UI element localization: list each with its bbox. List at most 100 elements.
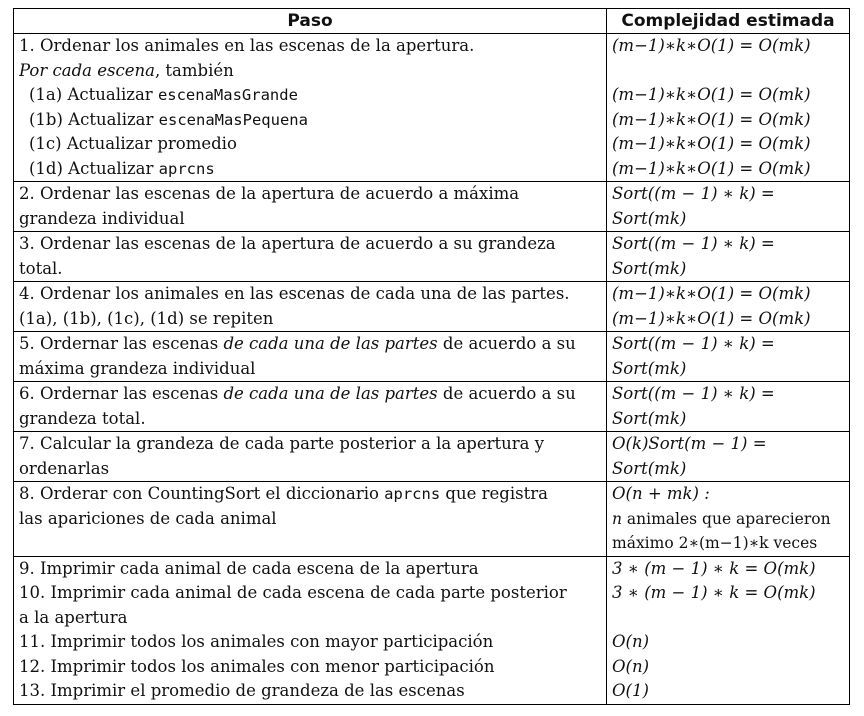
- italic-text: n: [612, 509, 622, 528]
- complexity-text: O(n): [612, 656, 650, 676]
- empty-line: [612, 59, 844, 84]
- step-text: 13. Imprimir el promedio de grandeza de …: [19, 681, 465, 700]
- complexity-text: (m−1)∗k∗O(1) = O(mk): [612, 134, 811, 153]
- table-row: 6. Ordernar las escenas de cada una de l…: [13, 381, 850, 432]
- table-row: 4. Ordenar los animales en las escenas d…: [13, 281, 850, 332]
- complexity-cell: (m−1)∗k∗O(1) = O(mk) (m−1)∗k∗O(1) = O(mk…: [606, 33, 850, 182]
- step-text: 7. Calcular la grandeza de cada parte po…: [19, 434, 545, 453]
- text: (1d) Actualizar: [29, 158, 159, 178]
- table-row: 7. Calcular la grandeza de cada parte po…: [13, 431, 850, 482]
- step-text: grandeza individual: [19, 208, 185, 228]
- code-text: escenaMasGrande: [157, 86, 298, 104]
- complexity-text: Sort((m − 1) ∗ k) =: [612, 234, 775, 253]
- text: animales que aparecieron: [621, 509, 831, 528]
- step-cell: 9. Imprimir cada animal de cada escena d…: [13, 555, 607, 705]
- header-paso: Paso: [13, 8, 607, 34]
- substep-text: (1c) Actualizar promedio: [29, 134, 237, 153]
- step-text: 3. Ordenar las escenas de la apertura de…: [19, 234, 556, 253]
- step-cell: 8. Orderar con CountingSort el diccionar…: [13, 481, 607, 556]
- complexity-cell: O(n + mk) : n animales que aparecieron m…: [606, 481, 850, 556]
- complexity-text: (m−1)∗k∗O(1) = O(mk): [612, 284, 811, 303]
- complexity-text: Sort((m − 1) ∗ k) =: [612, 334, 775, 353]
- text: 5. Ordernar las escenas: [19, 334, 224, 353]
- complexity-text: (m−1)∗k∗O(1) = O(mk): [612, 109, 811, 129]
- step-cell: 1. Ordenar los animales en las escenas d…: [13, 33, 607, 182]
- table-row: 5. Ordernar las escenas de cada una de l…: [13, 331, 850, 382]
- complexity-text: máximo 2∗(m−1)∗k veces: [612, 534, 818, 552]
- italic-text: de cada una de las partes: [223, 384, 438, 403]
- step-text: 11. Imprimir todos los animales con mayo…: [19, 632, 494, 651]
- complexity-text: n animales que aparecieron: [612, 507, 844, 532]
- complexity-text: Sort(mk): [612, 258, 687, 278]
- complexity-cell: Sort((m − 1) ∗ k) = Sort(mk): [606, 231, 850, 282]
- step-text: Por cada escena, también: [19, 59, 601, 84]
- empty-line: [19, 531, 601, 556]
- step-text: 9. Imprimir cada animal de cada escena d…: [19, 558, 479, 578]
- table-row: 1. Ordenar los animales en las escenas d…: [13, 33, 850, 182]
- table-row: 8. Orderar con CountingSort el diccionar…: [13, 481, 850, 556]
- complexity-text: Sort(mk): [612, 358, 687, 378]
- italic-text: de cada una de las partes: [223, 334, 438, 353]
- step-text: total.: [19, 258, 63, 278]
- code-text: escenaMasPequena: [158, 110, 308, 129]
- code-text: aprcns: [158, 159, 215, 178]
- step-text: 1. Ordenar los animales en las escenas d…: [19, 36, 475, 55]
- step-cell: 4. Ordenar los animales en las escenas d…: [13, 281, 607, 332]
- step-text: a la apertura: [19, 607, 128, 627]
- complexity-text: (m−1)∗k∗O(1) = O(mk): [612, 158, 811, 178]
- header-complejidad: Complejidad estimada: [606, 8, 850, 34]
- code-text: aprcns: [384, 485, 441, 503]
- step-cell: 3. Ordenar las escenas de la apertura de…: [13, 231, 607, 282]
- step-text: 2. Ordenar las escenas de la apertura de…: [19, 184, 520, 203]
- text: 6. Ordernar las escenas: [19, 384, 224, 403]
- table-row: 3. Ordenar las escenas de la apertura de…: [13, 231, 850, 282]
- complexity-cell: Sort((m − 1) ∗ k) = Sort(mk): [606, 181, 850, 232]
- text: de acuerdo a su: [437, 384, 576, 403]
- step-cell: 6. Ordernar las escenas de cada una de l…: [13, 381, 607, 432]
- text: de acuerdo a su: [437, 334, 576, 353]
- step-text: máxima grandeza individual: [19, 358, 256, 378]
- step-text: (1a), (1b), (1c), (1d) se repiten: [19, 308, 274, 328]
- substep-text: (1a) Actualizar escenaMasGrande: [19, 83, 601, 108]
- complexity-text: O(k)Sort(m − 1) =: [612, 434, 767, 453]
- step-text: 6. Ordernar las escenas de cada una de l…: [19, 382, 601, 407]
- step-cell: 7. Calcular la grandeza de cada parte po…: [13, 431, 607, 482]
- table-row: 2. Ordenar las escenas de la apertura de…: [13, 181, 850, 232]
- text: 8. Orderar con CountingSort el diccionar…: [19, 484, 385, 503]
- complexity-text: Sort((m − 1) ∗ k) =: [612, 384, 775, 403]
- text: que registra: [440, 484, 548, 503]
- complexity-text: O(n): [612, 632, 650, 651]
- step-text: 10. Imprimir cada animal de cada escena …: [19, 583, 567, 602]
- complexity-cell: Sort((m − 1) ∗ k) = Sort(mk): [606, 331, 850, 382]
- empty-line: [612, 606, 844, 631]
- substep-text: (1b) Actualizar escenaMasPequena: [19, 108, 601, 133]
- step-cell: 5. Ordernar las escenas de cada una de l…: [13, 331, 607, 382]
- complexity-text: 3 ∗ (m − 1) ∗ k = O(mk): [612, 558, 816, 578]
- complexity-text: 3 ∗ (m − 1) ∗ k = O(mk): [612, 583, 816, 602]
- step-text: ordenarlas: [19, 458, 110, 478]
- complexity-text: (m−1)∗k∗O(1) = O(mk): [612, 308, 811, 328]
- table-row: 9. Imprimir cada animal de cada escena d…: [13, 555, 850, 705]
- complexity-cell: Sort((m − 1) ∗ k) = Sort(mk): [606, 381, 850, 432]
- step-text: 8. Orderar con CountingSort el diccionar…: [19, 482, 601, 507]
- text: (1a) Actualizar: [29, 85, 158, 104]
- text: (1b) Actualizar: [29, 109, 159, 129]
- step-text: 5. Ordernar las escenas de cada una de l…: [19, 332, 601, 357]
- header-row: Paso Complejidad estimada: [13, 8, 850, 34]
- complexity-text: O(n + mk) :: [612, 484, 710, 503]
- complexity-text: Sort(mk): [612, 458, 687, 478]
- text: , también: [154, 60, 234, 80]
- complexity-cell: O(k)Sort(m − 1) = Sort(mk): [606, 431, 850, 482]
- complexity-text: Sort(mk): [612, 408, 687, 428]
- complexity-table: Paso Complejidad estimada 1. Ordenar los…: [13, 8, 850, 705]
- complexity-text: (m−1)∗k∗O(1) = O(mk): [612, 85, 811, 104]
- complexity-text: Sort(mk): [612, 208, 687, 228]
- step-text: las apariciones de cada animal: [19, 508, 277, 528]
- step-cell: 2. Ordenar las escenas de la apertura de…: [13, 181, 607, 232]
- complexity-text: O(1): [612, 681, 649, 700]
- step-text: grandeza total.: [19, 408, 146, 428]
- step-text: 4. Ordenar los animales en las escenas d…: [19, 284, 570, 303]
- complexity-text: Sort((m − 1) ∗ k) =: [612, 184, 775, 203]
- substep-text: (1d) Actualizar aprcns: [19, 157, 601, 182]
